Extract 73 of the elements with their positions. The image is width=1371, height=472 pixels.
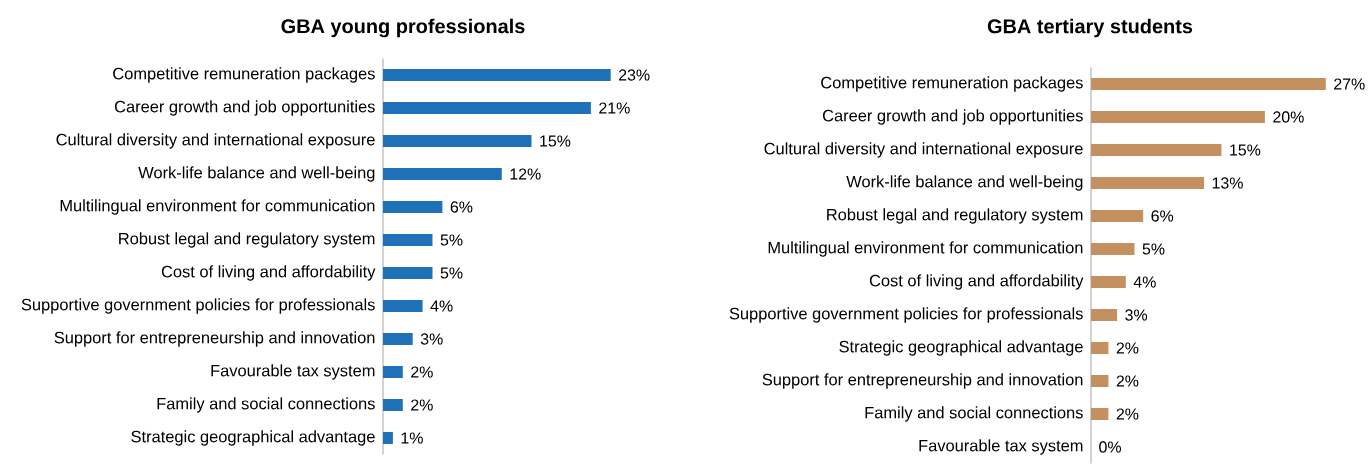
data-label: 3% [420,333,443,345]
y-tick-label: Work-life balance and well-being [846,175,1083,191]
y-tick-label: Cultural diversity and international exposure [764,142,1083,158]
chart-title: GBA tertiary students [987,18,1193,38]
y-tick-label: Strategic geographical advantage [839,340,1083,356]
y-tick-label: Career growth and job opportunities [114,100,375,116]
bar [383,234,433,246]
data-label: 2% [1116,375,1139,387]
bar [383,201,443,213]
y-tick-label: Robust legal and regulatory system [119,232,375,248]
y-tick-label: Support for entrepreneurship and innovation [54,331,375,347]
data-label: 6% [450,201,473,213]
bar [1091,177,1205,189]
data-label: 5% [1142,243,1165,255]
data-label: 13% [1212,177,1243,189]
y-tick-label: Favourable tax system [211,364,375,380]
y-tick-label: Cultural diversity and international exposure [56,133,375,149]
bar [1091,144,1222,156]
y-tick-label: Family and social connections [865,406,1083,422]
bar [383,300,423,312]
bar [1091,342,1109,354]
bar [383,399,403,411]
bar [1091,243,1135,255]
y-tick-label: Career growth and job opportunities [822,109,1083,125]
bar [1091,78,1326,90]
y-tick-label: Work-life balance and well-being [138,166,375,182]
y-tick-label: Cost of living and affordability [161,265,376,281]
y-tick-label: Cost of living and affordability [869,274,1084,290]
data-label: 0% [1099,441,1121,453]
y-tick-label: Competitive remuneration packages [821,76,1083,92]
bar [1091,276,1126,288]
y-tick-label: Favourable tax system [919,439,1083,455]
data-label: 12% [510,168,541,180]
bar [383,102,591,114]
bar [383,135,532,147]
data-label: 21% [599,102,630,114]
data-label: 23% [619,69,650,81]
bar [383,69,611,81]
chart-title: GBA young professionals [281,18,525,38]
bar [1091,309,1118,321]
bar [383,168,502,180]
data-label: 2% [1116,408,1139,420]
data-label: 2% [411,399,433,411]
bar [383,366,403,378]
y-tick-label: Strategic geographical advantage [131,430,375,446]
bar [1091,408,1109,420]
bar [1091,111,1265,123]
data-label: 5% [440,267,463,279]
y-tick-label: Support for entrepreneurship and innovation [762,373,1083,389]
y-tick-label: Robust legal and regulatory system [827,208,1083,224]
data-label: 15% [540,135,571,147]
data-label: 27% [1334,78,1365,90]
data-label: 5% [440,234,463,246]
y-tick-label: Supportive government policies for professionals [21,298,375,314]
data-label: 1% [401,432,423,444]
data-label: 15% [1230,144,1261,156]
data-label: 2% [1116,342,1139,354]
data-label: 20% [1273,111,1304,123]
bar [383,432,393,444]
data-label: 3% [1125,309,1148,321]
bar [1091,375,1109,387]
data-label: 6% [1151,210,1174,222]
y-tick-label: Family and social connections [157,397,375,413]
y-tick-label: Multilingual environment for communication [768,241,1083,257]
y-tick-label: Multilingual environment for communication [60,199,375,215]
y-tick-label: Supportive government policies for professionals [729,307,1083,323]
data-label: 4% [1133,276,1156,288]
bar [1091,210,1144,222]
bar [383,267,433,279]
data-label: 2% [411,366,433,378]
data-label: 4% [430,300,453,312]
bar [383,333,413,345]
y-tick-label: Competitive remuneration packages [113,67,375,83]
